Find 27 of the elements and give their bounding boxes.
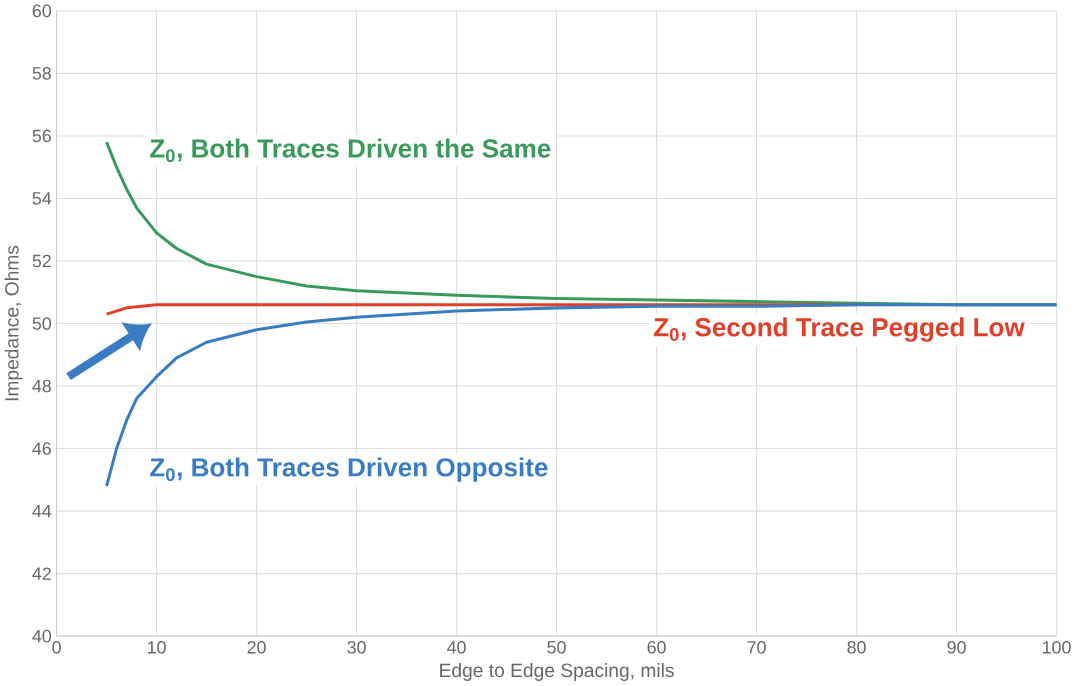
- y-tick-label: 54: [32, 192, 52, 205]
- x-tick-label: 50: [547, 641, 566, 654]
- x-tick-label: 40: [447, 641, 466, 654]
- y-tick-label: 46: [32, 442, 51, 456]
- y-tick-label: 52: [32, 254, 51, 268]
- y-tick-label: 56: [32, 129, 51, 143]
- y-axis-title: Impedance, Ohms: [4, 246, 23, 401]
- x-tick-label: 80: [847, 641, 866, 654]
- y-tick-label: 50: [32, 317, 52, 331]
- y-tick-label: 42: [32, 567, 51, 581]
- y-tick-label: 48: [32, 379, 51, 393]
- x-axis-title: Edge to Edge Spacing, mils: [440, 663, 674, 682]
- y-tick-label: 60: [32, 4, 52, 18]
- series-label: Z$_{0}$, Both Traces Driven the Same: [150, 138, 551, 163]
- series-label: Z$_{0}$, Second Trace Pegged Low: [654, 317, 1025, 343]
- series-label: Z$_{0}$, Both Traces Driven Opposite: [150, 457, 548, 482]
- x-tick-label: 90: [947, 641, 966, 654]
- x-tick-label: 70: [747, 641, 766, 654]
- y-tick-label: 40: [32, 630, 52, 643]
- x-tick-label: 20: [247, 641, 266, 654]
- x-tick-label: 60: [647, 641, 666, 654]
- y-tick-label: 58: [32, 67, 51, 80]
- y-tick-label: 44: [32, 505, 52, 518]
- x-tick-label: 0: [52, 641, 61, 654]
- x-tick-label: 100: [1043, 641, 1071, 654]
- x-tick-label: 10: [148, 641, 166, 654]
- x-tick-label: 30: [347, 641, 366, 654]
